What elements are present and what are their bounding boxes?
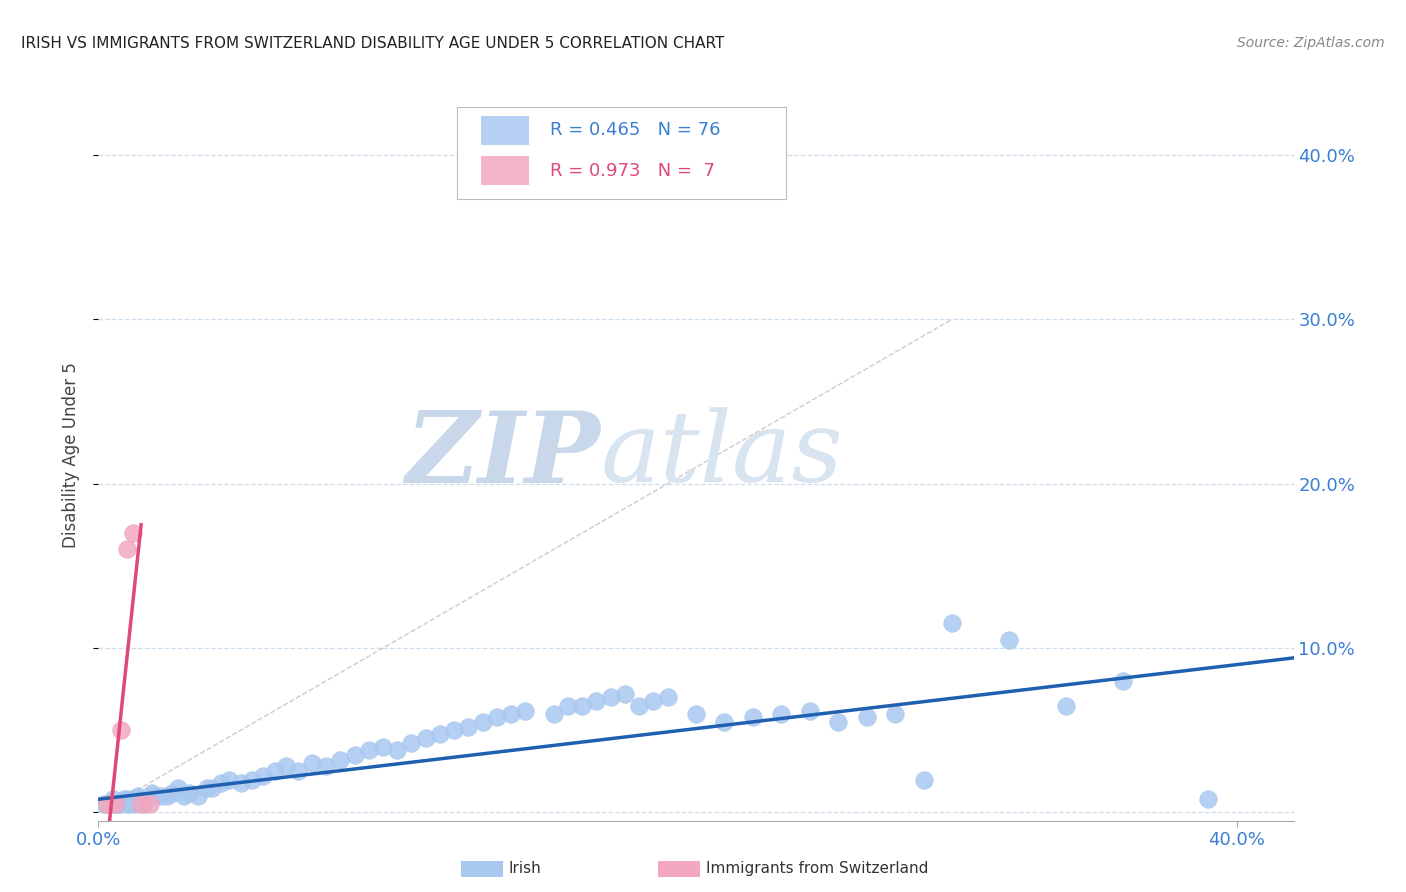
Point (287, 764, 309, 779)
Point (585, 693, 607, 707)
Point (799, 704, 821, 718)
Text: R = 0.465   N = 76: R = 0.465 N = 76 (550, 121, 721, 139)
Point (998, 632, 1021, 647)
Point (252, 769, 274, 783)
Point (827, 714, 849, 729)
Point (127, 789, 149, 803)
Point (912, 772, 935, 787)
Text: Immigrants from Switzerland: Immigrants from Switzerland (706, 862, 928, 876)
Text: atlas: atlas (600, 408, 844, 502)
Point (96, 797, 118, 812)
Point (643, 693, 665, 707)
Point (685, 706, 707, 721)
Point (613, 687, 636, 701)
Point (599, 690, 621, 705)
Point (315, 759, 337, 773)
Point (112, 792, 135, 806)
Point (401, 736, 423, 750)
Point (173, 789, 195, 803)
Point (162, 786, 184, 800)
Point (884, 706, 907, 721)
Text: IRISH VS IMMIGRANTS FROM SWITZERLAND DISABILITY AGE UNDER 5 CORRELATION CHART: IRISH VS IMMIGRANTS FROM SWITZERLAND DIS… (21, 36, 724, 51)
Point (263, 764, 285, 779)
Point (118, 797, 141, 812)
Point (485, 710, 508, 724)
Point (141, 786, 163, 800)
Point (129, 792, 152, 806)
Point (132, 797, 155, 812)
Point (571, 698, 593, 713)
Point (1112, 673, 1135, 688)
Point (855, 710, 877, 724)
FancyBboxPatch shape (457, 108, 786, 199)
Point (129, 797, 152, 812)
Point (443, 723, 465, 738)
Point (1054, 698, 1077, 713)
Point (121, 792, 143, 806)
Point (741, 710, 763, 724)
Point (124, 797, 146, 812)
Point (115, 797, 138, 812)
Point (121, 526, 143, 541)
Point (457, 720, 479, 734)
Point (770, 706, 793, 721)
Point (557, 698, 579, 713)
Point (96, 797, 118, 812)
Point (201, 780, 224, 795)
Point (329, 753, 352, 767)
Text: Source: ZipAtlas.com: Source: ZipAtlas.com (1237, 36, 1385, 50)
Point (371, 739, 394, 754)
Point (101, 792, 124, 806)
Point (104, 797, 127, 812)
Text: ZIP: ZIP (405, 407, 600, 503)
Point (941, 616, 963, 631)
Point (415, 731, 437, 746)
Point (218, 772, 240, 787)
Point (179, 786, 201, 800)
Point (229, 776, 252, 790)
Point (187, 789, 209, 803)
Y-axis label: Disability Age Under 5: Disability Age Under 5 (62, 362, 80, 548)
Point (357, 743, 380, 757)
Point (195, 780, 218, 795)
Point (429, 726, 451, 740)
Point (276, 759, 298, 773)
Point (343, 747, 366, 762)
Text: R = 0.973   N =  7: R = 0.973 N = 7 (550, 161, 716, 179)
Point (499, 706, 522, 721)
Point (115, 542, 138, 557)
Point (240, 772, 263, 787)
FancyBboxPatch shape (481, 156, 529, 186)
FancyBboxPatch shape (481, 116, 529, 145)
Point (135, 792, 157, 806)
Point (628, 698, 651, 713)
Point (543, 706, 565, 721)
Point (1197, 792, 1219, 806)
Point (107, 797, 129, 812)
Text: Irish: Irish (509, 862, 541, 876)
Point (138, 797, 160, 812)
Point (150, 789, 173, 803)
Point (167, 780, 190, 795)
Point (385, 743, 409, 757)
Point (110, 797, 132, 812)
Point (143, 789, 166, 803)
Point (115, 792, 138, 806)
Point (98, 797, 121, 812)
Point (657, 690, 679, 705)
Point (515, 704, 537, 718)
Point (110, 723, 132, 738)
Point (104, 797, 127, 812)
Point (209, 776, 232, 790)
Point (156, 789, 179, 803)
Point (713, 714, 735, 729)
Point (301, 756, 323, 771)
Point (471, 714, 494, 729)
Point (93, 797, 115, 812)
Point (138, 789, 160, 803)
